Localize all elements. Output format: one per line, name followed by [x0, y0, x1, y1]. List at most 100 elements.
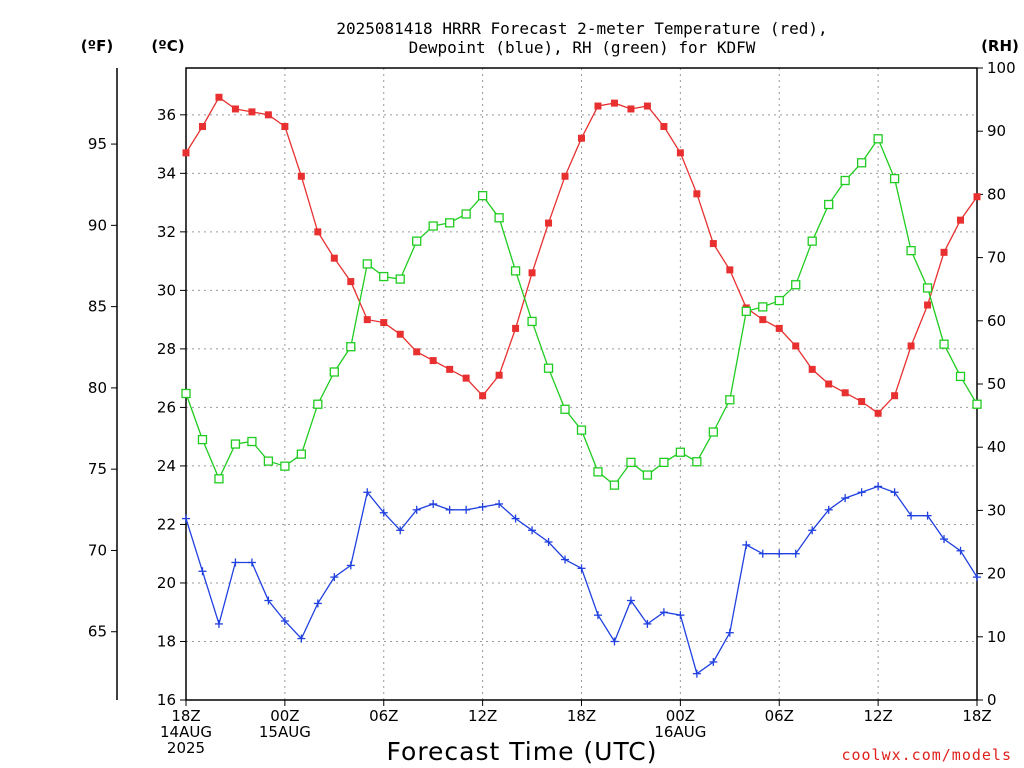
dewpoint-point [182, 514, 190, 523]
temperature-point [808, 365, 816, 373]
celsius-tick-label: 18 [157, 632, 176, 650]
temperature-point [495, 371, 503, 379]
temperature-point [215, 93, 223, 101]
series-dewpoint [182, 482, 981, 678]
temperature-point [610, 99, 618, 107]
dewpoint-point [231, 558, 240, 567]
celsius-tick-label: 22 [157, 515, 176, 533]
rh-point [477, 191, 488, 201]
rh-point [824, 199, 834, 210]
temperature-point [660, 123, 668, 131]
dewpoint-point [857, 488, 866, 497]
temperature-point [380, 319, 388, 327]
temperature-point [314, 228, 322, 236]
rh-point [230, 439, 241, 449]
temperature-point [594, 102, 602, 110]
dewpoint-point [824, 505, 833, 514]
temperature-point [907, 342, 915, 350]
temperature-point [874, 409, 882, 417]
dewpoint-point [577, 564, 586, 573]
dewpoint-point [956, 546, 965, 555]
rh-point [379, 271, 389, 282]
x-tick-label: 16AUG [654, 723, 706, 741]
dewpoint-point [462, 505, 471, 514]
temperature-point [726, 266, 734, 274]
chart-title-line1: 2025081418 HRRR Forecast 2-meter Tempera… [336, 19, 827, 38]
rh-point [626, 457, 636, 468]
rh-point [280, 461, 290, 471]
rh-point [889, 173, 900, 184]
temperature-point [693, 190, 701, 198]
rh-tick-label: 50 [987, 375, 1006, 393]
rh-tick-label: 100 [987, 59, 1016, 77]
rh-point [263, 456, 274, 466]
rh-tick-label: 60 [987, 312, 1006, 330]
temperature-point [545, 219, 553, 227]
celsius-tick-label: 24 [157, 457, 176, 475]
dewpoint-point [544, 538, 553, 546]
dewpoint-point [775, 549, 784, 558]
dewpoint-point [659, 608, 668, 617]
x-tick-label: 06Z [765, 707, 794, 725]
temperature-point [561, 172, 569, 180]
dewpoint-point [264, 596, 273, 605]
dewpoint-point [478, 502, 487, 511]
x-tick-label: 00Z [666, 707, 695, 725]
celsius-tick-label: 26 [157, 398, 176, 416]
temperature-point [841, 389, 849, 397]
temperature-point [429, 357, 437, 365]
temperature-point [775, 324, 783, 332]
rh-point [873, 134, 883, 144]
rh-point [543, 363, 554, 373]
dewpoint-point [709, 657, 718, 666]
dewpoint-point [528, 526, 537, 535]
dewpoint-point [692, 669, 701, 678]
celsius-unit-label: (ºC) [151, 37, 184, 55]
celsius-tick-label: 34 [157, 164, 176, 182]
rh-unit-label: (RH) [981, 37, 1019, 55]
x-tick-label: 00Z [270, 707, 299, 725]
dewpoint-point [907, 511, 916, 520]
rh-tick-label: 30 [987, 501, 1006, 519]
temperature-point [330, 254, 338, 262]
celsius-tick-label: 20 [157, 574, 176, 592]
x-tick-label: 18Z [962, 707, 991, 725]
dewpoint-point [561, 555, 570, 564]
rh-point [181, 388, 191, 399]
rh-tick-label: 70 [987, 249, 1006, 267]
fahrenheit-tick-label: 75 [88, 460, 107, 478]
dewpoint-point [923, 511, 932, 520]
dewpoint-point [725, 628, 734, 637]
dewpoint-point [412, 505, 421, 514]
temperature-point [792, 342, 800, 350]
axes: 16 18 20 22 24 26 28 30 32 34 36 65 70 75 80 85 90 95 0 10 2… [88, 59, 1016, 757]
dewpoint-point [396, 526, 405, 535]
temperature-point [891, 392, 899, 400]
temperature-point [363, 316, 371, 324]
rh-point [791, 280, 801, 290]
temperature-point [198, 123, 206, 131]
temperature-point [759, 316, 767, 324]
rh-point [247, 436, 257, 447]
rh-point [412, 236, 422, 246]
series-temperature [182, 93, 981, 417]
dewpoint-point [511, 514, 520, 523]
rh-tick-label: 40 [987, 438, 1006, 456]
rh-tick-label: 80 [987, 185, 1006, 203]
rh-point [527, 316, 537, 327]
rh-point [560, 404, 570, 414]
rh-point [395, 274, 405, 284]
temperature-point [858, 398, 866, 406]
fahrenheit-tick-label: 95 [88, 135, 107, 153]
rh-point [313, 399, 323, 409]
rh-point [725, 395, 735, 405]
dewpoint-point [890, 488, 899, 497]
x-tick-label: 12Z [863, 707, 892, 725]
rh-point [510, 266, 521, 276]
temperature-point [676, 149, 684, 157]
rh-point [774, 295, 784, 306]
dewpoint-point [429, 499, 438, 508]
rh-point [362, 259, 372, 269]
temperature-point [413, 348, 421, 356]
rh-point [708, 427, 718, 437]
